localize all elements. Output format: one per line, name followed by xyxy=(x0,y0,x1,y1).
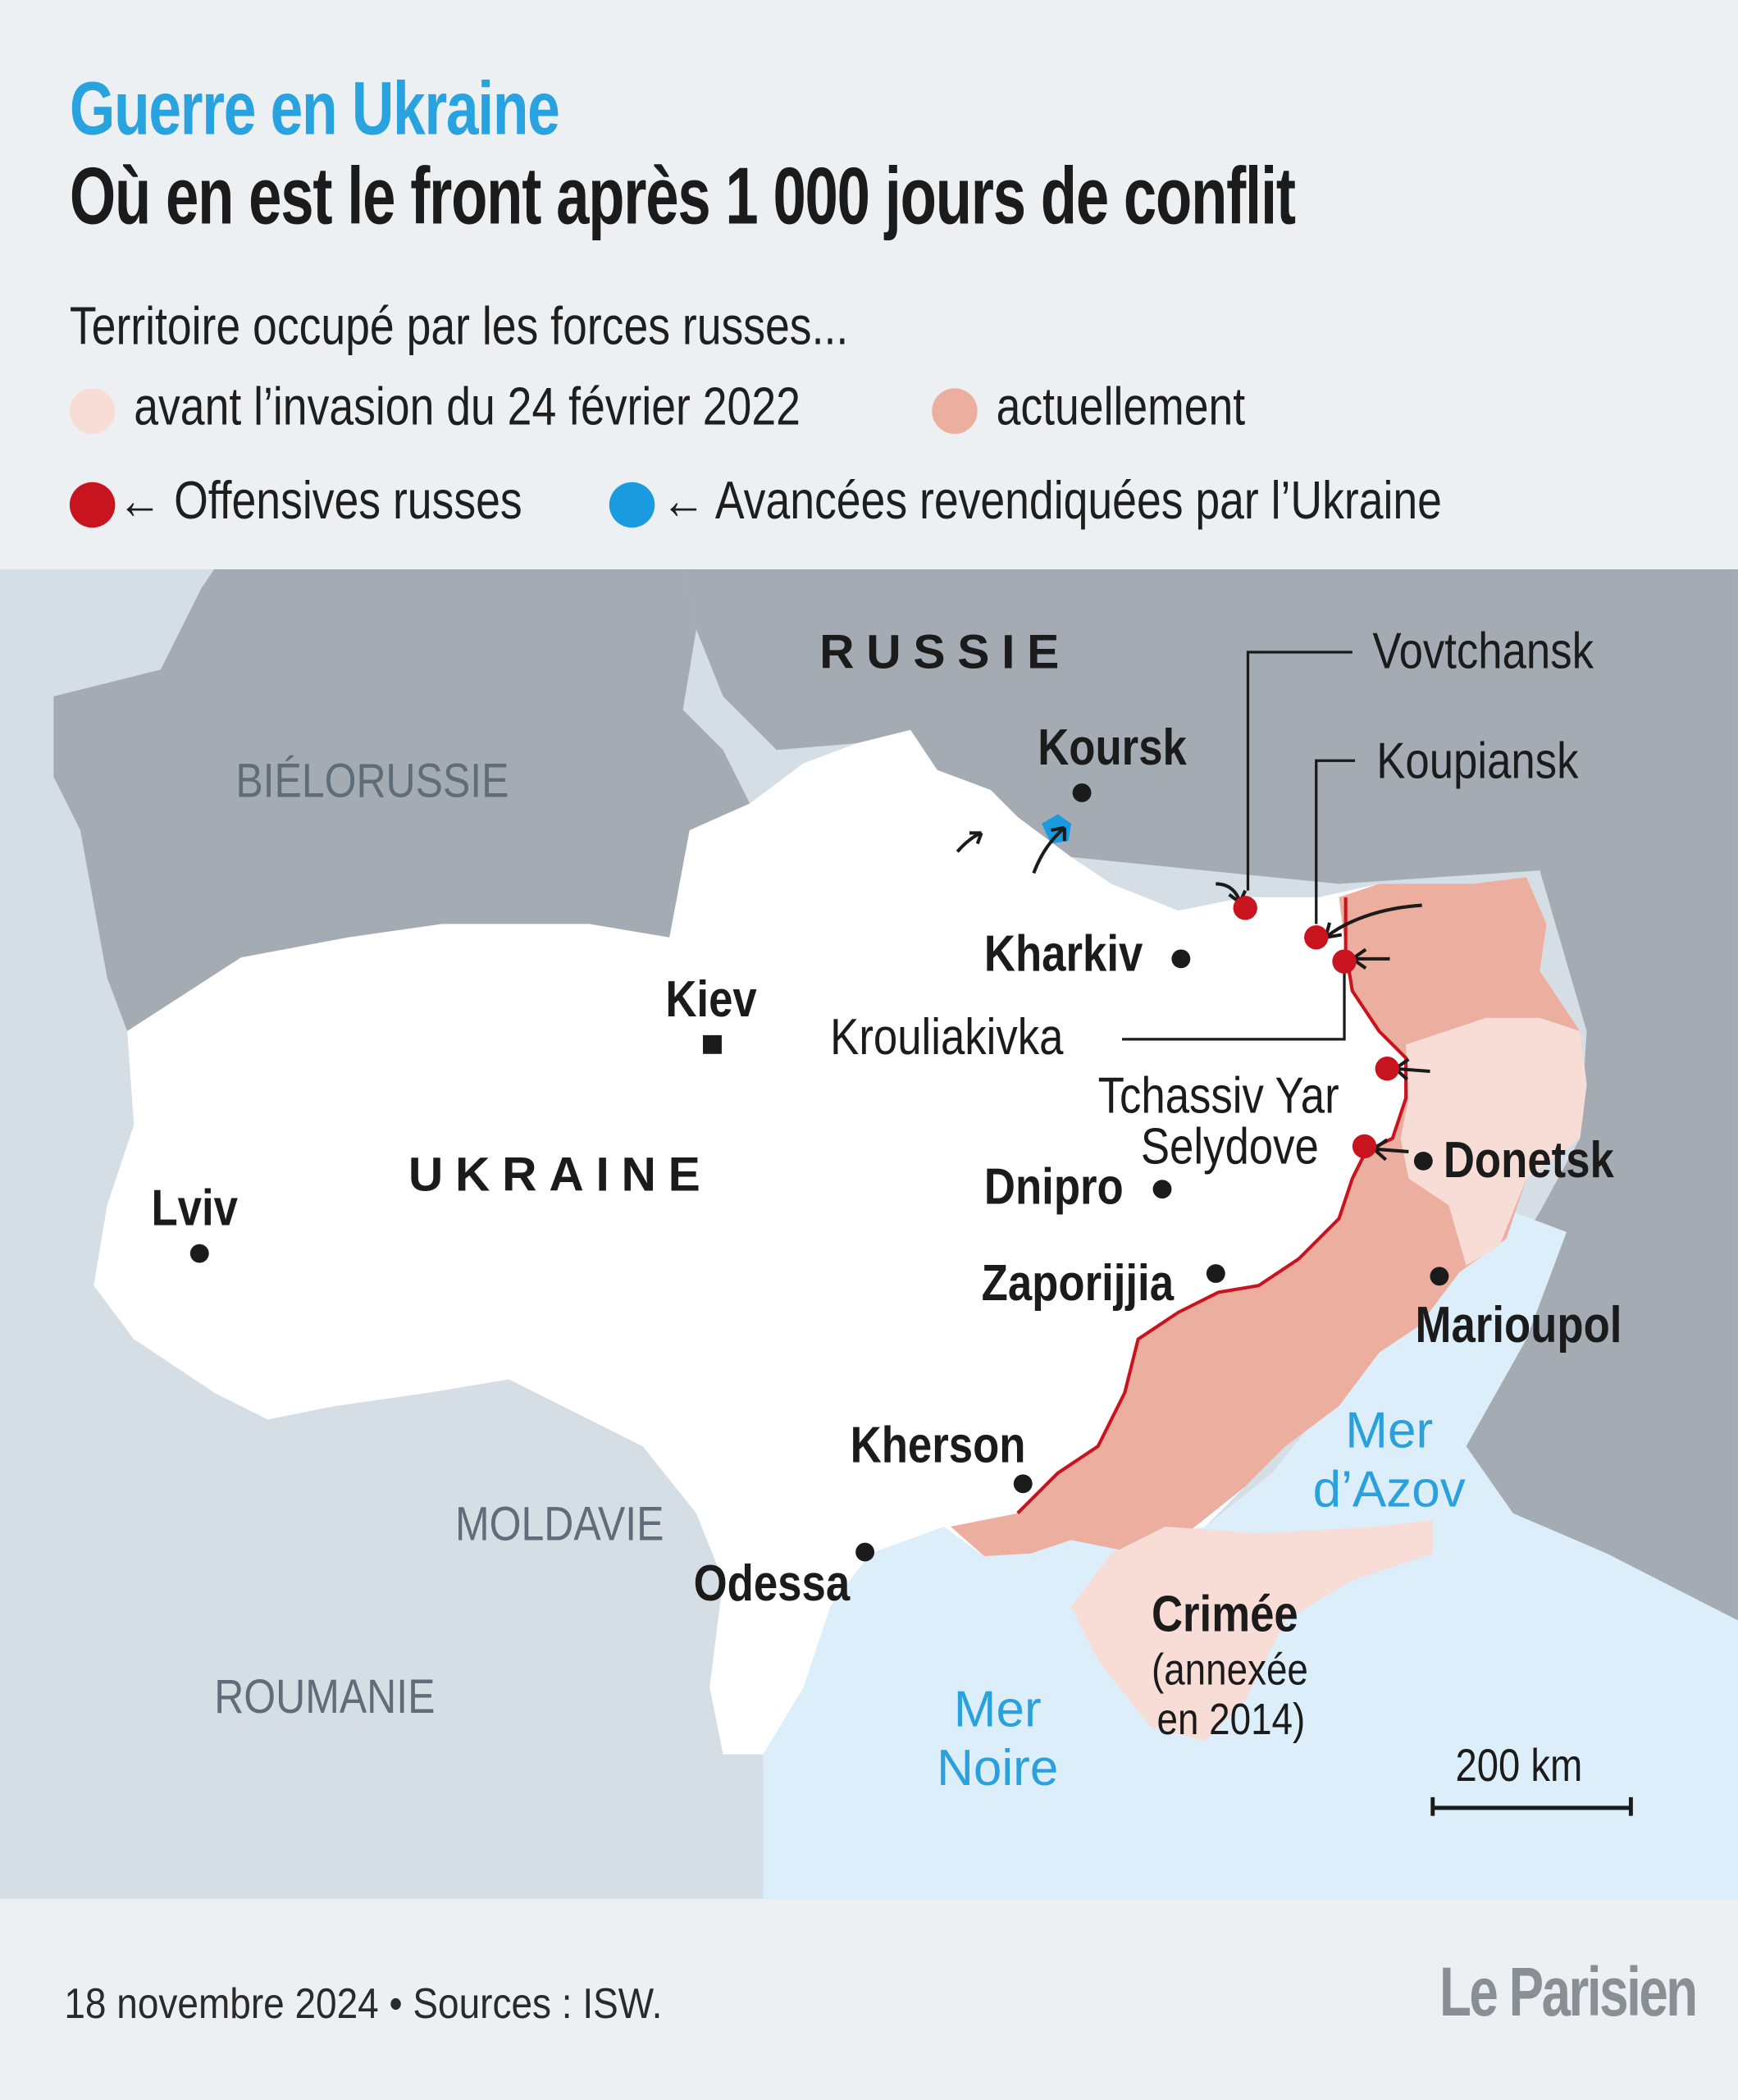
offensive-dot-chasiv-yar xyxy=(1375,1057,1399,1081)
legend-swatch-ukraine-advance xyxy=(609,482,655,528)
map xyxy=(0,568,1738,1899)
label-romania: ROUMANIE xyxy=(214,1669,436,1724)
offensive-dot-vovchansk xyxy=(1233,896,1257,920)
capital-marker-kiev xyxy=(703,1034,722,1054)
label-kruhliakivka: Krouliakivka xyxy=(830,1009,1064,1066)
legend-swatch-current xyxy=(932,388,978,434)
label-kharkiv: Kharkiv xyxy=(983,926,1143,984)
city-dot-donetsk xyxy=(1413,1151,1433,1171)
occupied-before-2022-crimea xyxy=(1071,1519,1433,1742)
label-ukraine: UKRAINE xyxy=(408,1146,713,1202)
city-dot-mariupol xyxy=(1430,1267,1449,1286)
callout-line-kupiansk xyxy=(1315,759,1356,924)
source-note: 18 novembre 2024 • Sources : ISW. xyxy=(64,1979,663,2028)
front-line xyxy=(1016,897,1408,1515)
label-crimea: Crimée xyxy=(1151,1586,1298,1644)
legend-ukraine-advances: ← Avancées revendiquées par l’Ukraine xyxy=(661,471,1442,531)
label-belarus: BIÉLORUSSIE xyxy=(235,752,509,808)
city-dot-kursk xyxy=(1072,783,1092,802)
le-parisien-logo: Le Parisien xyxy=(1439,1953,1698,2032)
city-dot-kherson xyxy=(1013,1474,1033,1494)
label-chasiv-yar: Tchassiv Yar xyxy=(1097,1068,1339,1125)
label-kursk: Koursk xyxy=(1038,720,1187,777)
city-dot-kharkiv xyxy=(1171,949,1191,969)
callout-line-vovchansk xyxy=(1246,651,1353,891)
city-dot-zaporizhzhia xyxy=(1206,1264,1225,1283)
label-kupiansk: Koupiansk xyxy=(1376,733,1579,791)
label-selydove: Selydove xyxy=(1140,1119,1319,1176)
kicker: Guerre en Ukraine xyxy=(69,65,560,150)
label-dnipro: Dnipro xyxy=(983,1159,1124,1217)
legend-lead: Territoire occupé par les forces russes.… xyxy=(69,297,849,357)
city-dot-dnipro xyxy=(1152,1180,1172,1199)
scale-label: 200 km xyxy=(1455,1741,1583,1792)
label-odessa: Odessa xyxy=(693,1555,851,1613)
label-black-sea: Mer Noire xyxy=(937,1682,1059,1797)
city-dot-lviv xyxy=(189,1244,209,1263)
arrow-icon xyxy=(956,831,983,853)
label-kherson: Kherson xyxy=(850,1418,1026,1475)
city-dot-odessa xyxy=(855,1542,875,1562)
occupied-before-2022-donbas xyxy=(1400,1017,1587,1266)
legend-current: actuellement xyxy=(996,377,1246,437)
label-lviv: Lviv xyxy=(151,1180,238,1238)
scale-bar xyxy=(1430,1796,1633,1816)
label-mariupol: Marioupol xyxy=(1415,1297,1622,1354)
legend-swatch-russian-offensive xyxy=(69,482,116,528)
offensive-dot-selydove xyxy=(1352,1134,1377,1159)
legend-swatch-before-2022 xyxy=(69,388,116,434)
label-vovchansk: Vovtchansk xyxy=(1372,623,1594,681)
belarus-area xyxy=(53,568,750,1032)
legend-before-2022: avant l’invasion du 24 février 2022 xyxy=(134,377,801,437)
offensive-dot-kruhliakivka xyxy=(1332,949,1357,974)
callout-line-kruhliakivka xyxy=(1122,970,1346,1041)
label-zaporizhzhia: Zaporijjia xyxy=(981,1256,1175,1312)
legend-russian-offensives: ← Offensives russes xyxy=(117,471,522,531)
page-title: Où en est le front après 1 000 jours de … xyxy=(69,151,1296,241)
label-moldova: MOLDAVIE xyxy=(455,1495,664,1551)
label-azov-sea: Mer d’Azov xyxy=(1312,1403,1466,1519)
label-donetsk: Donetsk xyxy=(1443,1133,1614,1189)
label-russia: RUSSIE xyxy=(819,623,1072,679)
label-crimea-note-2: en 2014) xyxy=(1156,1694,1306,1744)
arrow-icon xyxy=(1032,825,1066,874)
label-crimea-note-1: (annexée xyxy=(1151,1644,1308,1695)
label-kiev: Kiev xyxy=(665,972,757,1029)
offensive-dot-kupiansk xyxy=(1304,925,1329,950)
